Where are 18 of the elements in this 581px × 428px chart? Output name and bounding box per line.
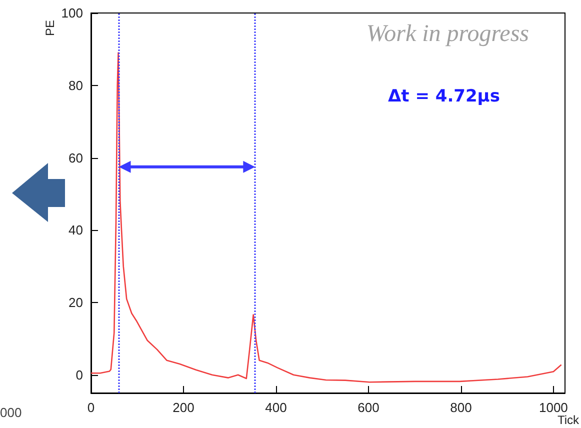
y-tick-label: 100	[61, 6, 83, 20]
x-tick-label: 1000	[538, 400, 568, 415]
x-tick-label: 0	[87, 400, 95, 415]
annotation: Work in progress	[366, 21, 530, 47]
y-axis-title: PE	[43, 20, 57, 36]
text: 000	[0, 405, 22, 420]
annotation: Δt = 4.72μs	[388, 86, 500, 106]
y-tick-label: 0	[76, 367, 83, 382]
x-tick-label: 800	[450, 400, 472, 415]
y-tick-label: 20	[68, 295, 83, 310]
line-series	[90, 52, 562, 383]
x-tick-label: 400	[265, 400, 287, 415]
x-tick-label: 600	[358, 400, 380, 415]
y-tick-label: 80	[68, 78, 83, 93]
y-tick-label: 40	[68, 222, 83, 238]
y-tick-label: 60	[68, 150, 83, 166]
x-tick-label: 200	[172, 400, 194, 415]
x-axis-title: Tick	[557, 413, 580, 427]
